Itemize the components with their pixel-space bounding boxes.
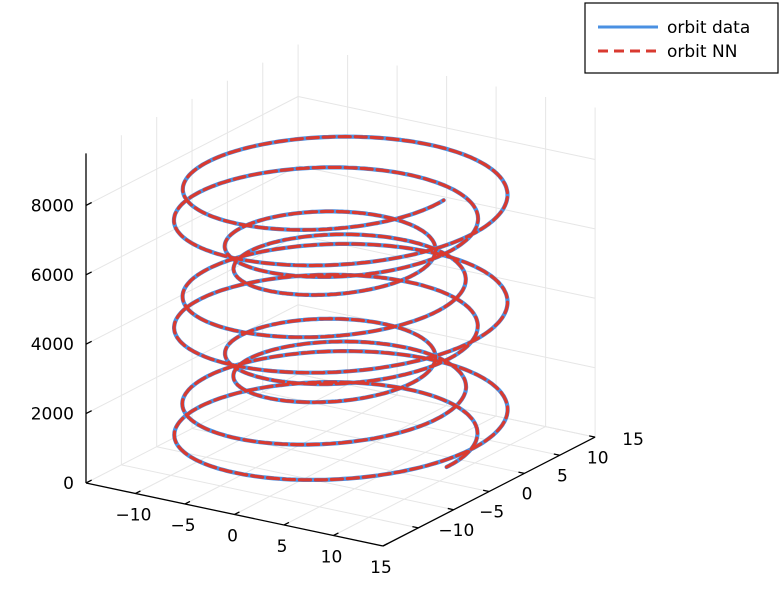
x-tick-mark xyxy=(382,542,389,547)
y-tick-mark xyxy=(412,525,419,529)
axes-layer xyxy=(85,153,596,547)
z-tick-label: 4000 xyxy=(31,335,74,355)
y-tick-mark xyxy=(553,453,560,456)
y-tick-label: 10 xyxy=(587,448,609,468)
z-tick-mark xyxy=(85,479,92,484)
x-tick-label: 10 xyxy=(321,548,343,568)
y-tick-mark xyxy=(447,507,454,511)
grid-backwall-z xyxy=(297,96,596,160)
series-orbit-nn xyxy=(172,135,510,482)
z-tick-mark xyxy=(85,201,92,206)
legend-box xyxy=(584,2,779,74)
x-tick-mark xyxy=(234,511,240,516)
x-tick-mark xyxy=(135,490,141,495)
legend: orbit data orbit NN xyxy=(584,2,779,74)
legend-label-orbit-nn: orbit NN xyxy=(667,42,737,62)
z-tick-label: 6000 xyxy=(31,266,74,286)
grid-floor-y xyxy=(227,409,525,474)
grid-floor-y xyxy=(121,464,419,529)
series-orbit-data xyxy=(171,134,510,482)
x-tick-label: −10 xyxy=(116,506,152,526)
y-tick-label: 5 xyxy=(557,466,568,486)
x-tick-label: 15 xyxy=(370,558,392,578)
y-tick-mark xyxy=(518,471,525,475)
z-tick-label: 8000 xyxy=(31,196,74,216)
x-tick-label: 5 xyxy=(277,537,288,557)
z-tick-mark xyxy=(85,340,92,345)
x-tick-label: −5 xyxy=(170,516,195,536)
grid-leftwall-z xyxy=(85,96,299,206)
y-tick-mark xyxy=(589,435,596,438)
grid-backwall-z xyxy=(297,304,596,369)
legend-label-orbit-data: orbit data xyxy=(667,18,750,38)
z-tick-label: 0 xyxy=(63,474,74,494)
grid-leftwall-z xyxy=(85,373,299,484)
y-tick-label: −10 xyxy=(438,521,474,541)
x-tick-label: 0 xyxy=(227,527,238,547)
y-tick-label: −5 xyxy=(479,503,504,523)
y-tick-label: 0 xyxy=(522,485,533,505)
x-tick-mark xyxy=(283,521,290,526)
y-tick-mark xyxy=(482,489,490,493)
z-tick-mark xyxy=(85,271,92,276)
z-tick-label: 2000 xyxy=(31,405,74,425)
grid-backwall-z xyxy=(297,165,596,230)
x-tick-mark xyxy=(184,500,191,505)
grid-leftwall-z xyxy=(85,165,299,276)
series-layer xyxy=(171,134,510,482)
y-tick-label: 15 xyxy=(622,430,644,450)
z-tick-mark xyxy=(85,410,92,415)
grid-leftwall-z xyxy=(85,304,299,415)
x-tick-mark xyxy=(333,532,339,537)
